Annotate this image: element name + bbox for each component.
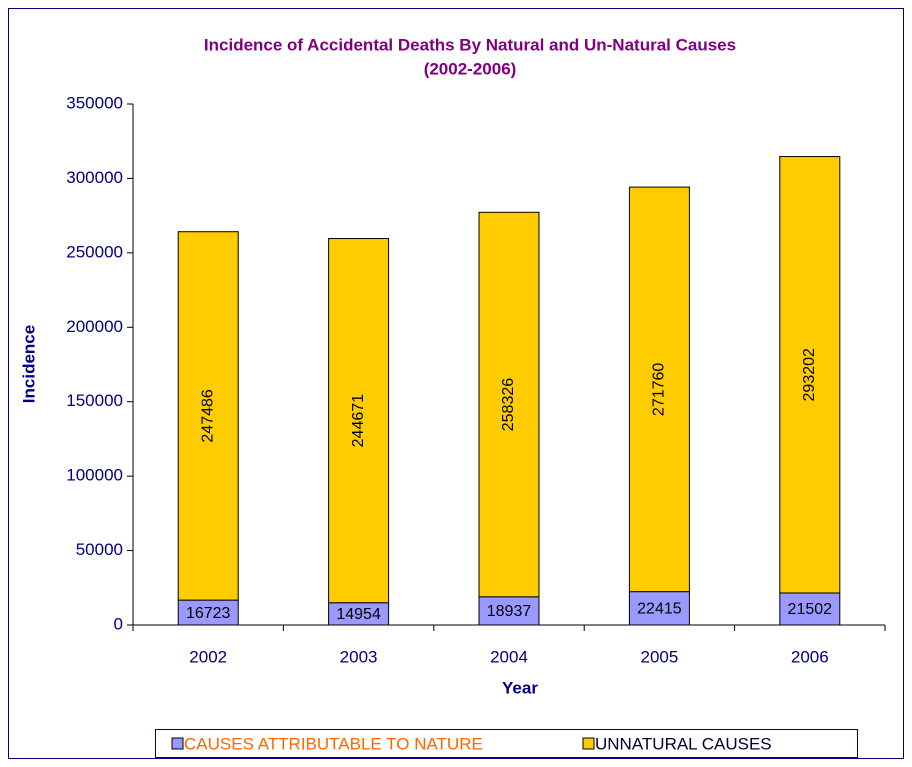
bar-segment [628,591,690,626]
x-tick-label: 2002 [189,647,227,666]
x-axis-title: Year [502,678,538,697]
bar-segment [478,211,540,598]
bar-segment [328,238,390,604]
y-tick-label: 50000 [76,540,123,559]
y-tick-label: 0 [114,614,123,633]
x-tick-label: 2003 [340,647,378,666]
x-tick-label: 2006 [791,647,829,666]
data-label: 247486 [199,389,216,442]
legend-label: UNNATURAL CAUSES [595,734,772,753]
y-tick-label: 300000 [66,168,123,187]
data-label: 244671 [350,394,367,447]
bar-segment [779,156,841,594]
bar-segment [177,231,239,601]
y-tick-label: 350000 [66,93,123,112]
data-label: 18937 [487,603,532,620]
bar-segment [478,596,540,626]
y-tick-label: 200000 [66,317,123,336]
y-tick-label: 150000 [66,391,123,410]
chart-title: Incidence of Accidental Deaths By Natura… [204,35,736,54]
data-label: 22415 [637,601,682,618]
data-label: 21502 [788,601,833,618]
x-tick-label: 2005 [640,647,678,666]
chart-subtitle: (2002-2006) [424,59,517,78]
data-label: 271760 [651,363,668,416]
legend-box [155,729,858,758]
y-tick-label: 250000 [66,242,123,261]
data-label: 293202 [801,348,818,401]
legend-swatch [171,737,184,750]
y-tick-label: 100000 [66,466,123,485]
chart-border [8,8,904,759]
legend-swatch [582,737,595,750]
data-label: 258326 [500,378,517,431]
data-label: 14954 [336,606,381,623]
data-label: 16723 [186,605,231,622]
legend-label: CAUSES ATTRIBUTABLE TO NATURE [184,734,483,753]
y-axis-title: Incidence [19,325,38,403]
bar-segment [628,186,690,593]
x-tick-label: 2004 [490,647,528,666]
